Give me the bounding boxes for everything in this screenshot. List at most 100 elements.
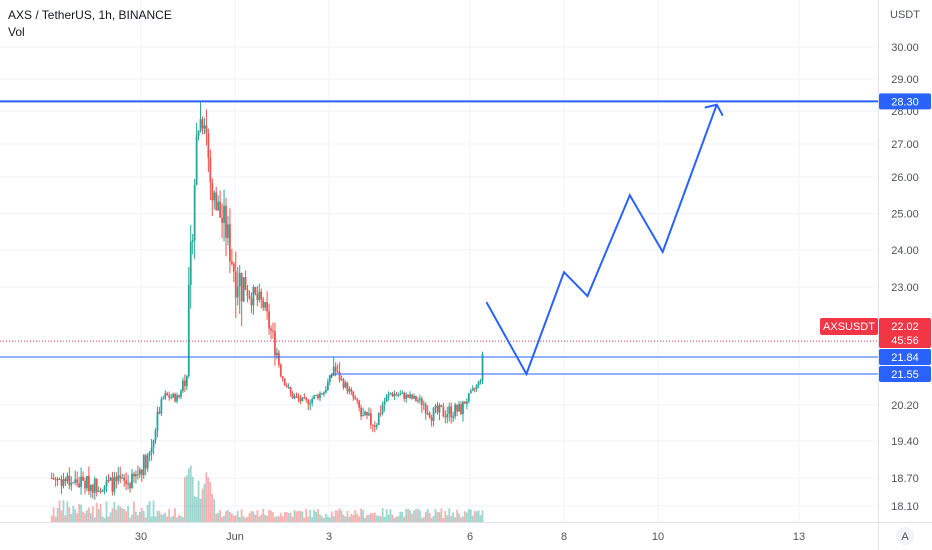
volume-indicator-label[interactable]: Vol: [8, 25, 25, 39]
candle-body: [364, 411, 366, 416]
volume-bar: [201, 488, 204, 522]
volume-bar: [407, 508, 410, 522]
candle-body: [232, 263, 235, 272]
volume-bar: [74, 509, 77, 522]
candle-body: [252, 286, 255, 306]
candle-body: [164, 393, 167, 399]
candle-body: [229, 224, 231, 262]
candle-body: [458, 404, 460, 412]
volume-bar: [338, 508, 341, 522]
auto-scale-button[interactable]: [896, 527, 914, 545]
volume-bar: [227, 510, 229, 522]
volume-bar: [121, 508, 124, 522]
symbol-tag-label: AXSUSDT: [823, 321, 875, 333]
candle-body: [442, 406, 445, 417]
volume-bar: [232, 515, 235, 522]
candle-body: [144, 455, 147, 469]
time-axis-tick-label: 10: [652, 531, 664, 543]
candle-body: [52, 478, 55, 480]
volume-bar: [138, 512, 141, 522]
volume-bar: [344, 516, 347, 522]
volume-bar: [293, 510, 296, 522]
candle-body: [444, 416, 447, 418]
symbol-tag[interactable]: [820, 318, 878, 335]
candle-body: [193, 184, 196, 241]
current-price-tag[interactable]: [879, 318, 931, 348]
candle-body: [223, 205, 225, 223]
candle-body: [225, 205, 227, 238]
volume-bar: [248, 513, 251, 522]
candle-body: [362, 415, 364, 417]
volume-bar: [276, 516, 278, 522]
volume-bar: [460, 517, 462, 522]
candle-body: [397, 395, 400, 397]
volume-bar: [97, 509, 100, 522]
symbol-title[interactable]: AXS / TetherUS, 1h, BINANCE: [8, 8, 172, 22]
candle-body: [389, 393, 392, 395]
candle-body: [82, 476, 84, 481]
volume-bar: [475, 511, 478, 522]
candle-body: [101, 490, 104, 492]
candle-body: [407, 394, 410, 398]
candle-body: [203, 125, 206, 129]
volume-bar: [54, 516, 57, 522]
candle-body: [89, 485, 92, 492]
candle-body: [446, 414, 449, 418]
candle-body: [381, 404, 384, 414]
candle-body: [448, 406, 451, 415]
volume-bar: [332, 516, 335, 522]
level-low-tag[interactable]: [879, 366, 931, 382]
volume-bar: [62, 500, 65, 522]
volume-bar: [481, 510, 484, 522]
projection-arrow-head: [704, 103, 724, 117]
volume-bar: [432, 515, 435, 522]
candle-body: [119, 475, 122, 479]
candle-body: [303, 397, 306, 399]
resistance-price-tag[interactable]: [879, 93, 931, 110]
candle-body: [393, 394, 396, 397]
volume-bar: [266, 515, 269, 522]
volume-bar: [99, 503, 102, 522]
candle-body: [205, 125, 208, 134]
candle-body: [230, 261, 233, 264]
candle-body: [240, 272, 243, 302]
level-mid-tag[interactable]: [879, 349, 931, 365]
volume-bar: [440, 508, 443, 522]
volume-bar: [422, 517, 425, 522]
candle-body: [299, 398, 302, 402]
volume-bar: [305, 508, 308, 522]
volume-bar: [373, 512, 376, 522]
volume-bar: [180, 515, 182, 522]
candle-body: [54, 479, 57, 481]
candle-body: [297, 396, 300, 399]
candle-body: [227, 224, 229, 238]
volume-bar: [89, 513, 92, 522]
volume-bar: [189, 465, 192, 522]
candle-body: [70, 482, 73, 486]
price-axis-tick-label: 19.40: [891, 436, 919, 448]
volume-bar: [448, 508, 451, 522]
candle-body: [287, 387, 290, 389]
volume-bar: [258, 516, 261, 522]
candle-body: [321, 393, 323, 395]
time-axis-tick-label: 13: [793, 531, 805, 543]
volume-bar: [264, 514, 267, 522]
volume-bar: [82, 511, 84, 522]
volume-bar: [170, 517, 173, 522]
candle-body: [317, 394, 319, 399]
volume-bar: [297, 510, 300, 522]
volume-bar: [135, 511, 137, 522]
volume-bar: [72, 505, 75, 522]
candle-body: [109, 477, 112, 481]
volume-bar: [58, 500, 61, 522]
volume-bar: [473, 510, 476, 522]
candle-body: [162, 398, 165, 400]
volume-bar: [88, 507, 90, 522]
volume-bar: [354, 510, 357, 522]
volume-bar: [52, 507, 55, 522]
volume-bar: [262, 508, 265, 522]
volume-bar: [405, 509, 408, 522]
projection-path[interactable]: [485, 104, 718, 377]
